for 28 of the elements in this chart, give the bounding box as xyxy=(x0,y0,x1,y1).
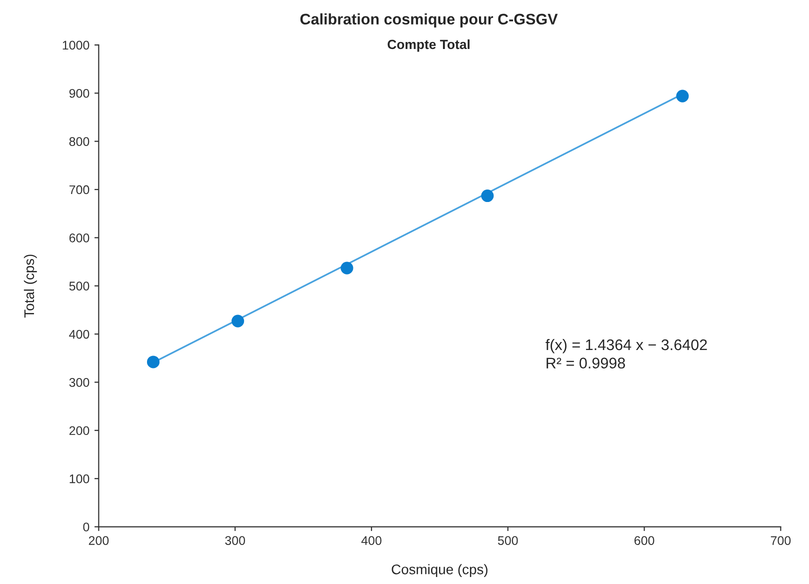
y-tick-label: 500 xyxy=(69,282,90,291)
y-axis-title: Total (cps) xyxy=(24,254,37,318)
x-tick-label: 700 xyxy=(770,536,791,545)
x-tick-label: 200 xyxy=(88,536,109,545)
point xyxy=(146,356,160,368)
x-tick-label: 600 xyxy=(634,536,654,545)
chart-title: Calibration cosmique pour C-GSGV xyxy=(300,13,558,28)
y-tick-label: 300 xyxy=(69,378,90,387)
chart-subtitle: Compte Total xyxy=(388,39,470,52)
x-tick-label: 400 xyxy=(361,536,382,545)
y-tick-label: 400 xyxy=(69,330,90,339)
y-tick-label: 800 xyxy=(69,137,90,146)
point xyxy=(340,262,354,274)
x-tick-label: 500 xyxy=(498,536,518,545)
annotation: f(x) = 1.4364 x − 3.6402 xyxy=(546,338,707,354)
point xyxy=(676,90,689,102)
x-axis-title: Cosmique (cps) xyxy=(392,564,488,578)
y-tick-label: 900 xyxy=(69,88,90,98)
y-tick-label: 200 xyxy=(69,426,90,436)
y-tick-label: 0 xyxy=(83,522,90,532)
point xyxy=(481,189,494,202)
y-tick-label: 100 xyxy=(70,474,90,484)
y-tick-label: 1000 xyxy=(62,40,90,50)
y-tick-label: 700 xyxy=(69,185,90,194)
annotation: R² = 0.9998 xyxy=(546,358,625,369)
x-tick-label: 300 xyxy=(225,536,246,545)
point xyxy=(232,314,244,328)
y-tick-label: 600 xyxy=(69,233,90,242)
